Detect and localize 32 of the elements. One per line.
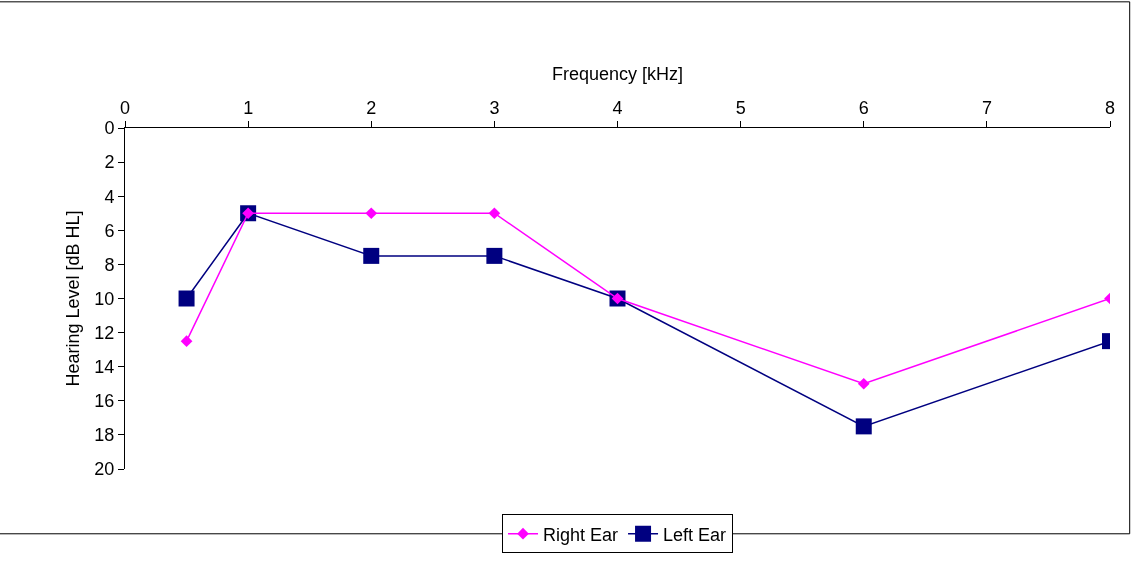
- y-tick-label: 0: [104, 118, 115, 139]
- x-tick-label: 7: [981, 97, 992, 118]
- point: [857, 377, 870, 390]
- point: [488, 207, 501, 220]
- x-tick-label: 3: [489, 97, 500, 118]
- x-tick-label: 1: [243, 97, 254, 118]
- y-tick-label: 6: [104, 220, 115, 241]
- y-tick-label: 16: [94, 391, 115, 412]
- y-tick-label: 12: [94, 322, 115, 343]
- x-tick-label: 4: [612, 97, 623, 118]
- x-tick-label: 5: [735, 97, 746, 118]
- x-tick-label: 0: [119, 97, 131, 118]
- point: [486, 247, 503, 264]
- y-tick-label: 14: [94, 357, 115, 377]
- y-axis-title: Hearing Level [dB HL]: [62, 210, 83, 387]
- x-axis-title: Frequency [kHz]: [551, 64, 684, 84]
- x-tick-label: 6: [858, 97, 869, 118]
- point: [180, 335, 193, 347]
- y-tick-label: 18: [94, 425, 115, 446]
- y-tick-label: 8: [104, 254, 115, 275]
- point: [365, 207, 378, 220]
- y-tick-label: 20: [94, 459, 115, 480]
- legend-label: Left Ear: [663, 524, 727, 545]
- y-tick-label: 4: [104, 186, 115, 207]
- point: [178, 290, 195, 307]
- y-tick-label: 10: [94, 288, 115, 309]
- y-tick-label: 2: [104, 152, 115, 173]
- legend-label: Right Ear: [543, 524, 619, 545]
- point: [855, 418, 872, 435]
- x-tick-label: 2: [366, 97, 377, 118]
- x-tick-label: 8: [1104, 97, 1116, 118]
- point: [363, 247, 380, 264]
